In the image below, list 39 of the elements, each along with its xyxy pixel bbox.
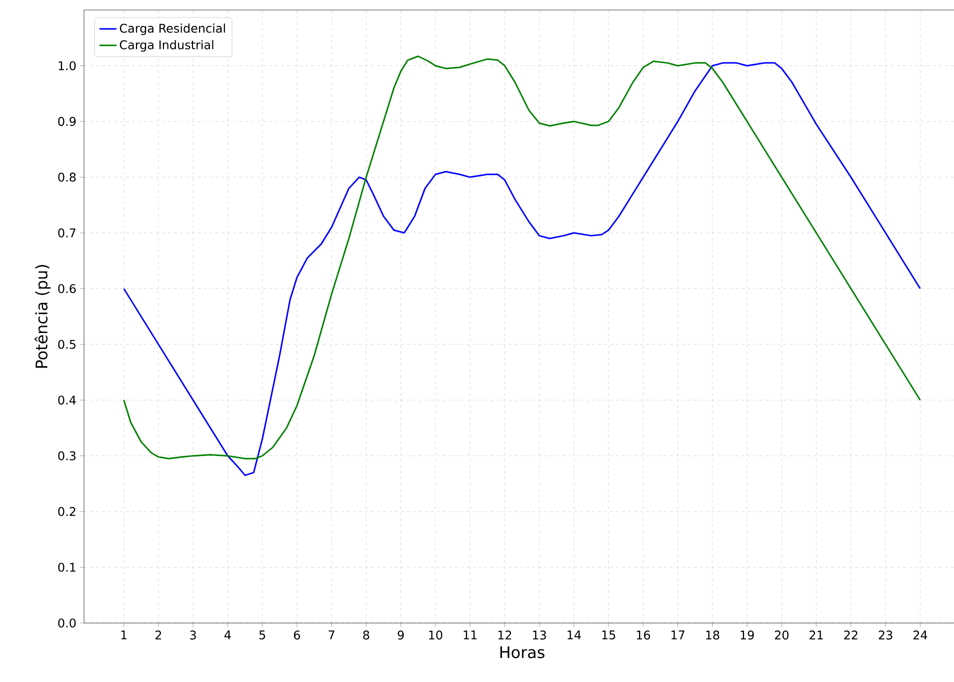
legend-label: Carga Industrial [120,40,214,52]
x-tick-label: 7 [328,630,334,640]
x-tick-label: 3 [190,630,196,640]
x-tick-label: 5 [259,630,266,640]
x-tick-label: 16 [636,630,650,640]
x-tick-label: 10 [429,630,442,640]
x-tick-label: 11 [464,630,477,640]
x-tick-label: 6 [294,630,300,640]
y-tick-label: 0.1 [58,562,76,572]
x-tick-label: 1 [121,630,127,640]
x-tick-label: 23 [878,630,892,640]
x-axis-title: Horas [500,646,544,658]
y-tick-label: 0.9 [58,116,76,126]
x-tick-label: 21 [810,630,823,640]
y-tick-label: 0.5 [58,340,76,349]
y-tick-label: 1.0 [58,61,76,70]
x-tick-label: 24 [913,630,928,640]
x-tick-label: 15 [602,630,616,640]
y-tick-label: 0.7 [58,228,76,238]
x-tick-label: 2 [156,630,162,640]
y-tick-label: 0.4 [58,396,76,405]
y-tick-label: 0.3 [58,451,76,460]
x-tick-label: 8 [363,630,370,640]
x-tick-label: 4 [224,630,231,640]
y-tick-label: 0.2 [58,507,76,516]
x-tick-label: 18 [706,630,720,640]
y-tick-label: 0.6 [58,284,76,294]
x-tick-label: 22 [844,630,858,640]
x-tick-label: 17 [672,630,684,640]
x-tick-label: 12 [498,630,512,640]
x-tick-label: 14 [568,630,581,640]
y-axis-title: Potência (pu) [34,265,51,368]
x-tick-label: 13 [533,630,546,640]
x-tick-label: 9 [398,630,404,640]
x-tick-label: 19 [740,630,754,640]
x-tick-label: 20 [774,630,788,640]
y-tick-label: 0.8 [58,172,76,182]
y-tick-label: 0.0 [58,618,76,628]
legend-label: Carga Residencial [120,24,225,36]
